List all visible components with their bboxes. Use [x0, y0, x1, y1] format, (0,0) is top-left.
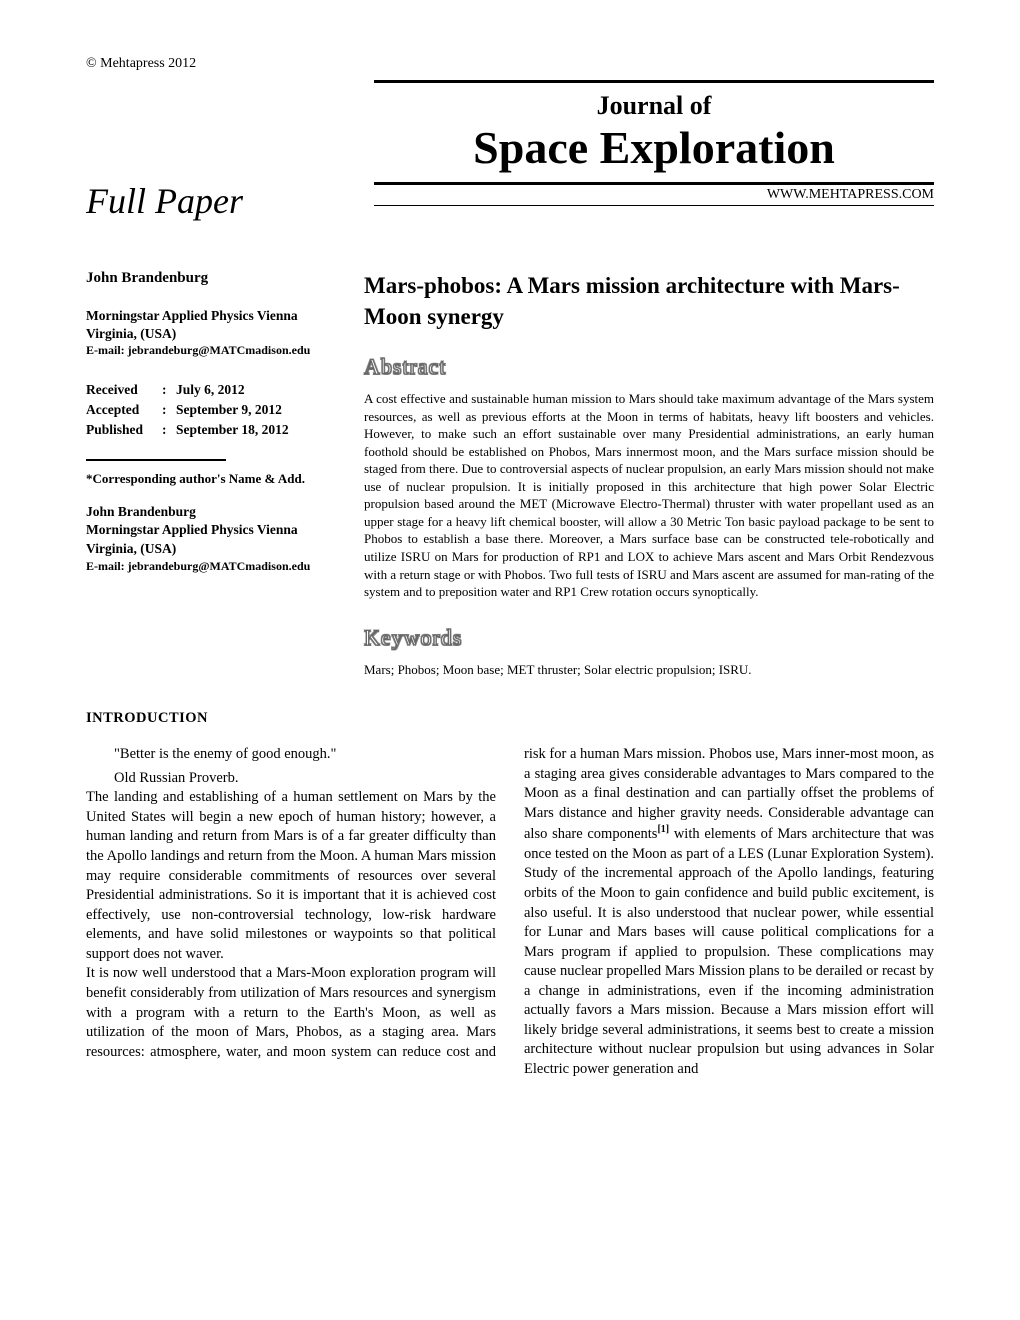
article-title: Mars-phobos: A Mars mission architecture… [364, 270, 934, 332]
published-label: Published [86, 420, 162, 440]
body-section: INTRODUCTION "Better is the enemy of goo… [86, 710, 934, 1079]
body-columns: "Better is the enemy of good enough." Ol… [86, 745, 934, 1079]
intro-heading: INTRODUCTION [86, 710, 934, 727]
header-right: Journal of Space Exploration WWW.MEHTAPR… [374, 80, 934, 206]
accepted-label: Accepted [86, 400, 162, 420]
keywords-text: Mars; Phobos; Moon base; MET thruster; S… [364, 661, 934, 679]
journal-of: Journal of [374, 91, 934, 121]
author-email: E-mail: jebrandeburg@MATCmadison.edu [86, 343, 348, 358]
published-value: September 18, 2012 [176, 420, 289, 440]
colon: : [162, 380, 176, 400]
website-url: WWW.MEHTAPRESS.COM [374, 182, 934, 206]
full-paper-label: Full Paper [86, 180, 346, 222]
corresp-affil-1: Morningstar Applied Physics Vienna [86, 521, 348, 539]
meta-columns: John Brandenburg Morningstar Applied Phy… [86, 270, 934, 678]
corresponding-block: John Brandenburg Morningstar Applied Phy… [86, 503, 348, 574]
journal-title: Space Exploration [374, 121, 934, 174]
abstract-text: A cost effective and sustainable human m… [364, 390, 934, 601]
keywords-heading: Keywords [364, 625, 934, 651]
body-para-1: The landing and establishing of a human … [86, 789, 496, 962]
left-column: John Brandenburg Morningstar Applied Phy… [86, 270, 348, 678]
header-left: Full Paper [86, 80, 346, 222]
author-affiliation-1: Morningstar Applied Physics Vienna [86, 307, 348, 325]
received-value: July 6, 2012 [176, 380, 245, 400]
author-affiliation-2: Virginia, (USA) [86, 325, 348, 343]
date-accepted-row: Accepted : September 9, 2012 [86, 400, 348, 420]
abstract-heading: Abstract [364, 354, 934, 380]
corresp-affil-2: Virginia, (USA) [86, 540, 348, 558]
accepted-value: September 9, 2012 [176, 400, 282, 420]
date-received-row: Received : July 6, 2012 [86, 380, 348, 400]
body-para-2b: with elements of Mars architecture that … [524, 826, 934, 1077]
author-name: John Brandenburg [86, 270, 348, 287]
right-column: Mars-phobos: A Mars mission architecture… [364, 270, 934, 678]
quote-line-1: "Better is the enemy of good enough." [114, 745, 496, 765]
corresp-name: John Brandenburg [86, 503, 348, 521]
header-row: Full Paper Journal of Space Exploration … [86, 80, 934, 222]
received-label: Received [86, 380, 162, 400]
ref-1: [1] [657, 824, 669, 835]
colon: : [162, 400, 176, 420]
dates-table: Received : July 6, 2012 Accepted : Septe… [86, 380, 348, 439]
corresponding-label: *Corresponding author's Name & Add. [86, 471, 348, 487]
date-published-row: Published : September 18, 2012 [86, 420, 348, 440]
divider-rule [86, 459, 226, 461]
quote-line-2: Old Russian Proverb. [114, 769, 496, 789]
corresp-email: E-mail: jebrandeburg@MATCmadison.edu [86, 558, 348, 574]
copyright-line: © Mehtapress 2012 [86, 56, 934, 72]
colon: : [162, 420, 176, 440]
